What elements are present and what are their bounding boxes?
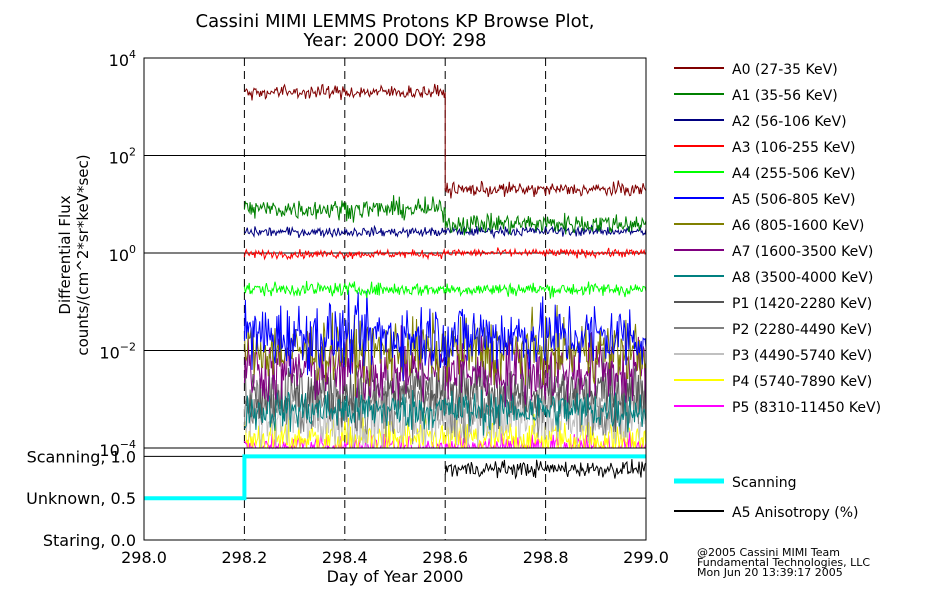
y-axis-unit-label: counts/(cm^2*sr*keV*sec) [74,154,92,355]
scan-y-tick-label: Staring, 0.0 [43,531,136,550]
series-line-1 [243,195,647,236]
legend-label: A6 (805-1600 KeV) [732,218,864,234]
x-tick-label: 298.2 [221,548,267,567]
legend-label: A0 (27-35 KeV) [732,62,838,78]
legend-label: Scanning [732,475,797,491]
x-tick-label: 298.8 [523,548,569,567]
scan-y-tick-label: Scanning, 1.0 [27,447,136,466]
series-line-5 [243,290,647,382]
x-tick-label: 298.6 [422,548,468,567]
legend-label: P2 (2280-4490 KeV) [732,322,872,338]
legend-label: A8 (3500-4000 KeV) [732,270,873,286]
credit-line-3: Mon Jun 20 13:39:17 2005 [697,566,843,579]
chart-title-line1: Cassini MIMI LEMMS Protons KP Browse Plo… [196,11,595,32]
legend: A0 (27-35 KeV) A1 (35-56 KeV) A2 (56-106 K… [674,62,881,521]
credit-line-2: Fundamental Technologies, LLC [697,556,870,569]
y-axis-label: Differential Flux [56,195,74,314]
legend-label: A3 (106-255 KeV) [732,140,855,156]
y-tick-label: 100 [109,243,136,265]
x-tick-label: 298.0 [121,548,167,567]
series-line-8 [244,382,647,436]
anisotropy-line [444,459,647,480]
y-tick-label: 102 [109,146,136,168]
series-line-7 [243,325,647,408]
y-tick-label: 10−4 [99,438,136,460]
legend-label: P5 (8310-11450 KeV) [732,400,881,416]
legend-label: A4 (255-506 KeV) [732,166,855,182]
x-axis-label: Day of Year 2000 [327,567,464,586]
legend-label: A5 Anisotropy (%) [732,505,859,521]
credit-line-1: @2005 Cassini MIMI Team [697,546,840,559]
legend-label: A5 (506-805 KeV) [732,192,855,208]
legend-label: P4 (5740-7890 KeV) [732,374,872,390]
y-tick-label: 10−2 [99,341,136,363]
series-line-3 [243,247,647,261]
legend-label: A1 (35-56 KeV) [732,88,838,104]
scan-panel-frame [143,447,647,541]
legend-label: P3 (4490-5740 KeV) [732,348,872,364]
x-tick-label: 298.4 [322,548,368,567]
flux-panel: 10−4 10−2 100 102 104 [99,48,647,540]
legend-label: A7 (1600-3500 KeV) [732,244,873,260]
scanning-line [144,454,646,501]
chart-title-line2: Year: 2000 DOY: 298 [303,30,487,51]
x-tick-label: 299.0 [623,548,669,567]
y-tick-label: 104 [109,48,136,70]
scan-y-tick-label: Unknown, 0.5 [26,489,136,508]
legend-label: P1 (1420-2280 KeV) [732,296,872,312]
series-line-0 [244,83,647,199]
legend-label: A2 (56-106 KeV) [732,114,847,130]
series-line-2 [244,224,647,240]
series-line-4 [243,280,647,299]
